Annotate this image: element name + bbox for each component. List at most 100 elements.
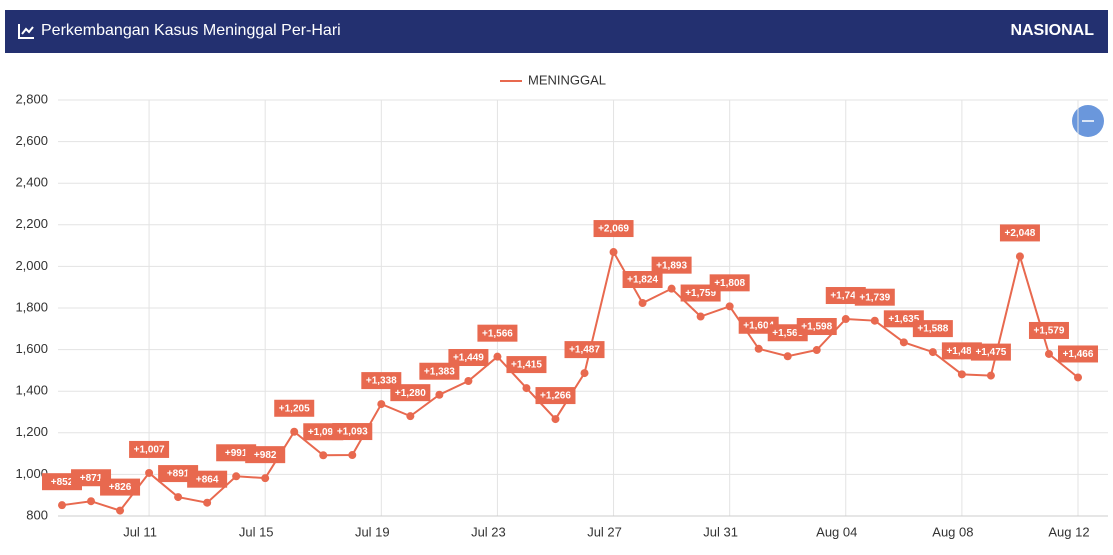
point <box>58 501 66 510</box>
value-label: +1,466 <box>1063 349 1094 360</box>
value-label-bg <box>274 399 315 417</box>
y-tick-label: 800 <box>26 507 48 522</box>
value-label: +991 <box>225 448 248 459</box>
value-label-bg <box>854 288 895 306</box>
point <box>580 369 589 378</box>
value-label-bg <box>506 356 547 374</box>
value-label: +1,579 <box>1034 326 1065 337</box>
value-label-bg <box>390 384 431 402</box>
x-tick-label: Jul 11 <box>123 524 157 539</box>
value-label: +826 <box>109 482 132 493</box>
value-label-bg <box>1028 321 1069 339</box>
value-label: +1,093 <box>337 427 368 438</box>
point <box>348 451 357 460</box>
x-tick-label: Jul 19 <box>355 524 390 539</box>
x-tick-label: Jul 23 <box>471 524 506 539</box>
value-label-bg <box>332 423 373 441</box>
point <box>290 427 299 436</box>
point <box>986 371 995 380</box>
point <box>638 299 647 308</box>
value-label-bg <box>245 446 286 464</box>
value-label: +1,280 <box>395 388 426 399</box>
point <box>725 302 734 311</box>
point <box>667 284 676 293</box>
point <box>116 506 125 515</box>
header: Perkembangan Kasus Meninggal Per-Hari NA… <box>5 10 1108 53</box>
y-tick-label: 1,400 <box>15 383 48 398</box>
value-label-bg <box>651 256 692 274</box>
x-tick-label: Aug 08 <box>932 524 973 539</box>
point <box>493 352 502 361</box>
value-label-bg <box>912 320 953 338</box>
value-label: +1,588 <box>917 324 948 335</box>
value-label: +852 <box>51 477 74 488</box>
point <box>435 390 444 399</box>
point <box>1015 252 1024 261</box>
point <box>928 348 937 357</box>
value-label-bg <box>129 440 170 458</box>
y-tick-label: 1,600 <box>15 341 48 356</box>
x-tick-label: Aug 04 <box>816 524 857 539</box>
y-tick-label: 1,800 <box>15 299 48 314</box>
x-tick-label: Jul 27 <box>587 524 622 539</box>
value-label: +1,759 <box>685 288 716 299</box>
value-label: +1,383 <box>424 366 455 377</box>
value-label: +1,475 <box>975 347 1006 358</box>
value-label: +982 <box>254 450 277 461</box>
y-tick-label: 1,200 <box>15 424 48 439</box>
point <box>406 412 415 421</box>
x-tick-label: Aug 12 <box>1048 524 1089 539</box>
value-label: +1,007 <box>134 445 165 456</box>
value-label: +891 <box>167 469 190 480</box>
point <box>1074 373 1082 382</box>
value-label: +2,048 <box>1005 228 1036 239</box>
x-tick-label: Jul 31 <box>703 524 738 539</box>
point <box>261 474 270 483</box>
point <box>377 400 386 409</box>
value-label-bg <box>100 478 141 496</box>
point <box>174 493 183 502</box>
value-label: +1,487 <box>569 345 600 356</box>
point <box>696 312 705 321</box>
value-label-bg <box>477 324 518 342</box>
point <box>232 472 241 481</box>
value-label: +1,824 <box>627 275 658 286</box>
value-label-bg <box>419 362 460 380</box>
value-label: +1,266 <box>540 391 571 402</box>
point <box>957 370 966 379</box>
value-label: +1,415 <box>511 360 542 371</box>
point <box>551 415 560 424</box>
point <box>812 346 821 355</box>
value-label: +1,747 <box>830 291 861 302</box>
y-tick-label: 1,000 <box>15 466 48 481</box>
y-tick-label: 2,200 <box>15 216 48 231</box>
y-tick-label: 2,800 <box>15 91 48 106</box>
value-label: +1,568 <box>772 328 803 339</box>
value-label-bg <box>622 271 663 289</box>
point <box>870 316 879 325</box>
value-label-bg <box>796 318 837 336</box>
y-tick-label: 2,600 <box>15 133 48 148</box>
value-label-bg <box>1058 345 1098 363</box>
value-label: +1,739 <box>859 292 890 303</box>
point <box>464 377 473 386</box>
chart-icon <box>18 24 34 39</box>
point <box>522 384 531 393</box>
value-label-bg <box>970 343 1011 361</box>
legend-label: MENINGGAL <box>528 72 606 87</box>
value-label-bg <box>187 470 228 488</box>
point <box>319 451 328 460</box>
value-label-bg <box>999 224 1040 242</box>
y-tick-label: 2,000 <box>15 258 48 273</box>
value-label-bg <box>564 341 605 359</box>
value-label: +1,808 <box>714 278 745 289</box>
value-label-bg <box>448 349 489 367</box>
value-label: +1,449 <box>453 353 484 364</box>
point <box>841 315 850 324</box>
y-tick-label: 2,400 <box>15 175 48 190</box>
value-label: +871 <box>80 473 103 484</box>
value-label: +1,481 <box>946 346 977 357</box>
value-label: +864 <box>196 474 219 485</box>
